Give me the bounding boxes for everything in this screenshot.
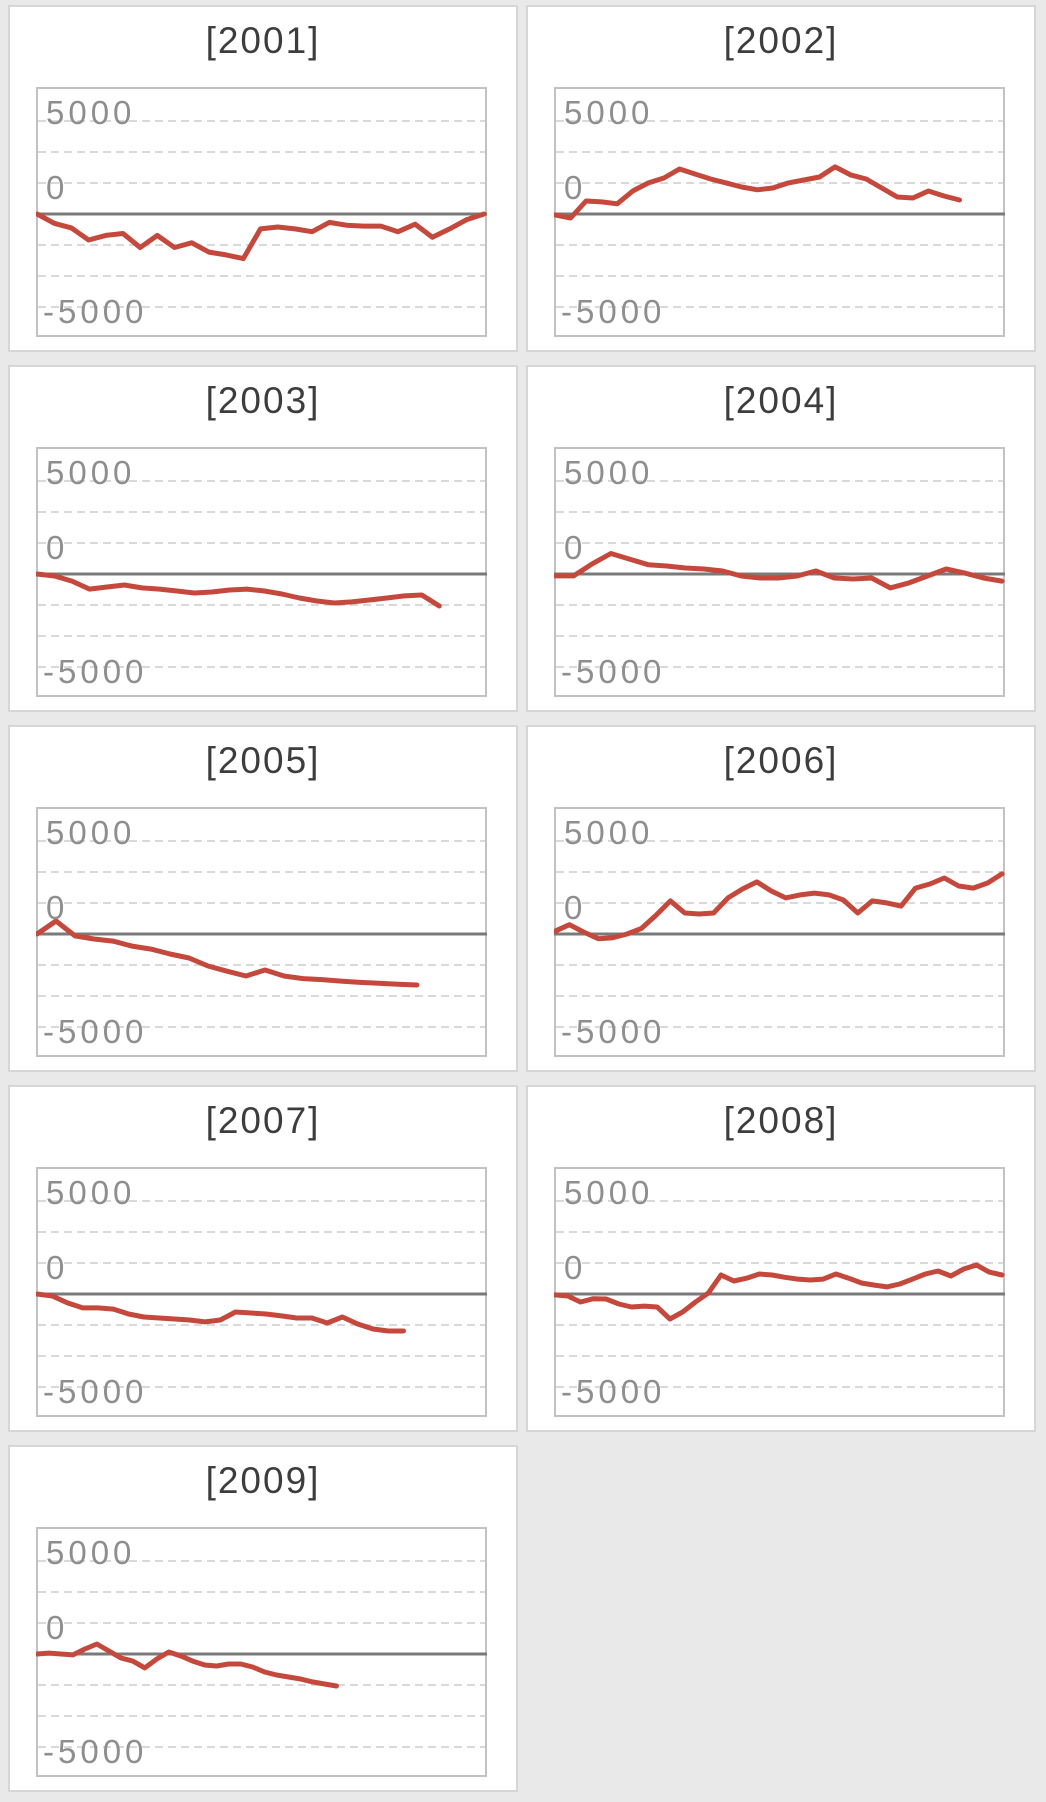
data-line-2002 [554,164,962,221]
chart-title: [2004] [723,380,839,421]
y-axis-label-5000: 5000 [564,454,654,491]
y-axis-label-0: 0 [46,529,69,566]
y-axis-label-neg5000: -5000 [43,1013,148,1050]
chart-canvas-2006 [554,807,1005,1057]
y-axis-label-neg5000: -5000 [561,293,666,330]
y-axis-label-5000: 5000 [564,1174,654,1211]
data-line-2007 [36,1291,406,1334]
chart-title: [2001] [205,20,321,61]
chart-card-2001: [2001] 5000 0 -5000 [8,5,518,352]
data-line-2009 [36,1641,339,1689]
chart-title: [2005] [205,740,321,781]
chart-plot: 5000 0 -5000 [36,807,487,1057]
chart-plot: 5000 0 -5000 [554,807,1005,1057]
y-axis-label-5000: 5000 [564,94,654,131]
y-axis-label-5000: 5000 [46,1174,136,1211]
y-axis-label-5000: 5000 [46,94,136,131]
chart-plot: 5000 0 -5000 [554,1167,1005,1417]
y-axis-label-5000: 5000 [46,814,136,851]
chart-card-2004: [2004] 5000 0 -5000 [526,365,1036,712]
y-axis-label-neg5000: -5000 [561,653,666,690]
y-axis-label-5000: 5000 [564,814,654,851]
chart-plot: 5000 0 -5000 [36,87,487,337]
y-axis-label-5000: 5000 [46,1534,136,1571]
chart-canvas-2007 [36,1167,487,1417]
chart-canvas-2005 [36,807,487,1057]
y-axis-label-0: 0 [564,529,587,566]
plot-frame [554,87,1005,337]
chart-card-2008: [2008] 5000 0 -5000 [526,1085,1036,1432]
y-axis-label-5000: 5000 [46,454,136,491]
y-axis-label-neg5000: -5000 [561,1373,666,1410]
chart-canvas-2004 [554,447,1005,697]
chart-card-2007: [2007] 5000 0 -5000 [8,1085,518,1432]
chart-plot: 5000 0 -5000 [554,447,1005,697]
chart-canvas-2008 [554,1167,1005,1417]
y-axis-label-neg5000: -5000 [43,1373,148,1410]
y-axis-label-0: 0 [46,169,69,206]
chart-title: [2008] [723,1100,839,1141]
data-line-2008 [554,1262,1005,1322]
chart-card-2002: [2002] 5000 0 -5000 [526,5,1036,352]
y-axis-label-0: 0 [46,1609,69,1646]
chart-plot: 5000 0 -5000 [554,87,1005,337]
chart-card-2005: [2005] 5000 0 -5000 [8,725,518,1072]
chart-plot: 5000 0 -5000 [36,1167,487,1417]
chart-plot: 5000 0 -5000 [36,447,487,697]
chart-canvas-2003 [36,447,487,697]
chart-canvas-2001 [36,87,487,337]
chart-card-2009: [2009] 5000 0 -5000 [8,1445,518,1792]
data-line-2001 [36,211,487,262]
data-line-2006 [554,871,1005,942]
data-line-2005 [36,918,420,988]
y-axis-label-neg5000: -5000 [561,1013,666,1050]
chart-title: [2009] [205,1460,321,1501]
y-axis-label-neg5000: -5000 [43,293,148,330]
chart-title: [2006] [723,740,839,781]
chart-title: [2007] [205,1100,321,1141]
y-axis-label-neg5000: -5000 [43,1733,148,1770]
y-axis-label-0: 0 [46,1249,69,1286]
data-line-2004 [554,551,1005,591]
chart-canvas-2009 [36,1527,487,1777]
y-axis-label-0: 0 [564,889,587,926]
y-axis-label-0: 0 [564,169,587,206]
y-axis-label-0: 0 [46,889,69,926]
chart-plot: 5000 0 -5000 [36,1527,487,1777]
chart-canvas-2002 [554,87,1005,337]
data-line-2003 [36,571,442,609]
y-axis-label-neg5000: -5000 [43,653,148,690]
chart-card-2006: [2006] 5000 0 -5000 [526,725,1036,1072]
chart-title: [2002] [723,20,839,61]
plot-frame [554,1167,1005,1417]
chart-title: [2003] [205,380,321,421]
chart-card-2003: [2003] 5000 0 -5000 [8,365,518,712]
y-axis-label-0: 0 [564,1249,587,1286]
plot-frame [554,447,1005,697]
